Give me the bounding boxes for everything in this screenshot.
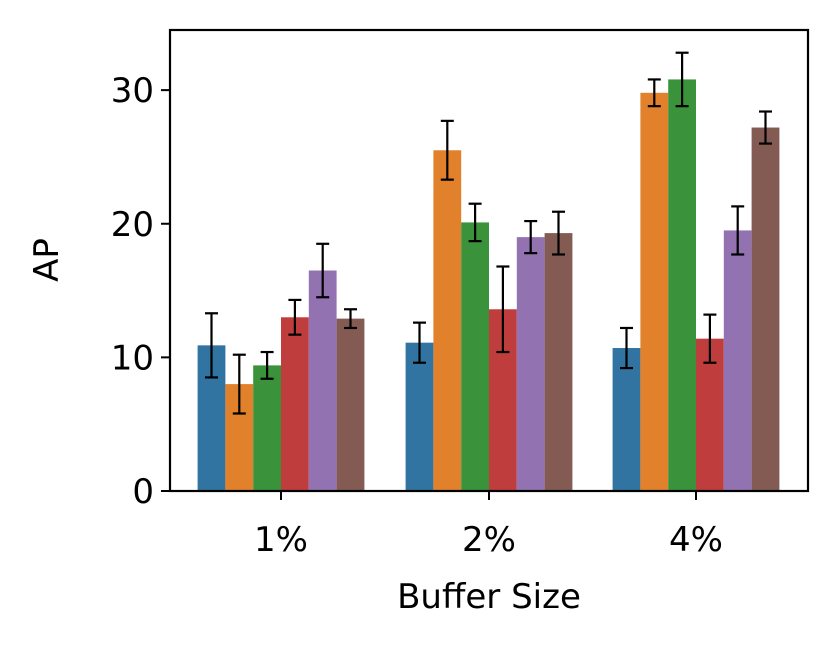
error-bar-series6-2pct [552, 210, 565, 256]
error-bar-series2-2pct [440, 119, 454, 181]
error-bars-layer [205, 51, 772, 415]
error-bar-series3-4pct [675, 51, 689, 108]
error-bar-series5-2pct [524, 219, 538, 255]
y-tick-label: 10 [111, 338, 154, 378]
bar-series3-2pct [461, 222, 489, 492]
error-bar-series4-4pct [703, 313, 717, 364]
y-tick-label: 20 [111, 205, 154, 245]
error-bar-series5-4pct [731, 205, 745, 256]
bar-series5-4pct [723, 230, 752, 491]
error-bar-series1-1pct [205, 312, 218, 379]
x-axis-label: Buffer Size [397, 577, 581, 617]
y-axis: 0 10 20 30 [111, 71, 170, 512]
bar-series6-2pct [544, 233, 573, 492]
x-tick-label: 4% [669, 520, 723, 560]
error-bar-series3-1pct [260, 350, 274, 380]
bar-series4-1pct [281, 317, 309, 491]
x-tick-label: 1% [254, 520, 308, 560]
bar-series5-2pct [516, 237, 545, 491]
bar-series1-2pct [405, 342, 434, 491]
bar-series2-4pct [640, 92, 669, 492]
x-tick-label: 2% [462, 520, 516, 560]
error-bar-series2-1pct [232, 353, 246, 415]
bar-series3-4pct [668, 79, 696, 491]
bars-layer [197, 79, 780, 492]
error-bar-series6-4pct [759, 110, 772, 145]
error-bar-series5-1pct [316, 242, 330, 299]
y-tick-label: 0 [132, 472, 154, 512]
y-tick-label: 30 [111, 71, 154, 111]
error-bar-series3-2pct [468, 202, 482, 243]
bar-series2-2pct [433, 150, 462, 491]
error-bar-series6-1pct [344, 308, 357, 330]
error-bar-series4-2pct [496, 265, 510, 354]
error-bar-series1-2pct [413, 321, 426, 364]
error-bar-series2-4pct [647, 78, 661, 108]
error-bar-series4-1pct [288, 298, 302, 336]
bar-series1-4pct [612, 348, 641, 491]
x-axis: 1% 2% 4% [254, 491, 723, 560]
bar-series3-1pct [253, 365, 281, 491]
error-bar-series1-4pct [620, 326, 633, 370]
bar-series6-4pct [751, 127, 780, 491]
bar-series5-1pct [308, 270, 337, 491]
bar-series4-4pct [696, 338, 724, 491]
bar-series6-1pct [336, 318, 365, 491]
y-axis-label: AP [27, 238, 67, 282]
